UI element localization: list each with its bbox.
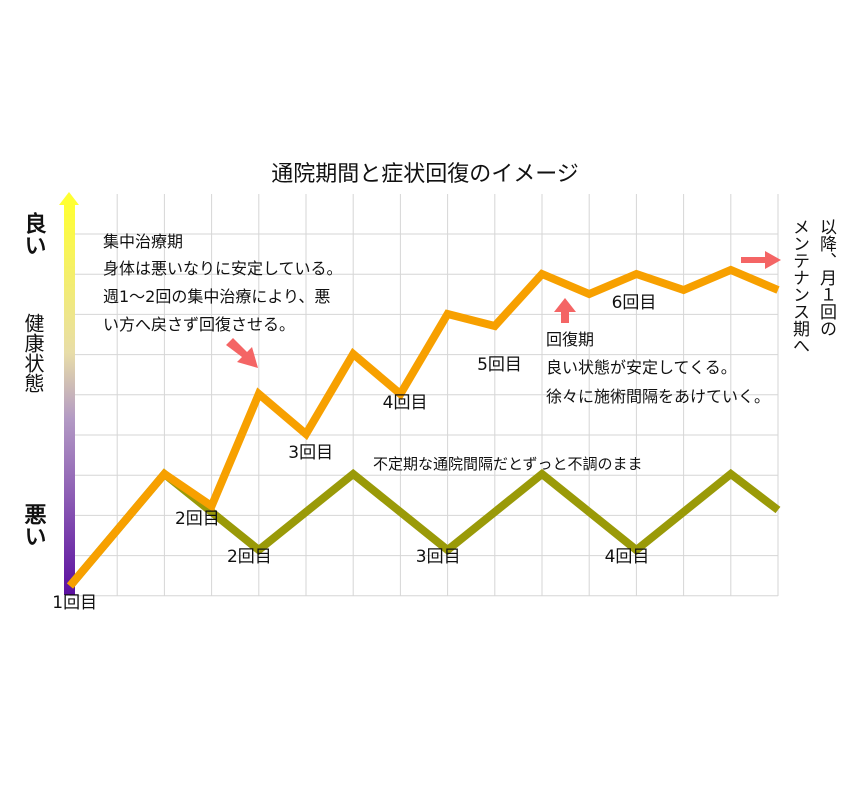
point-label: 1回目 [52, 593, 97, 613]
intensive-title: 集中治療期 [103, 232, 183, 251]
axis-label-good: 良い [21, 211, 46, 256]
chart-title: 通院期間と症状回復のイメージ [271, 162, 579, 187]
axis-label-health: 健康状態 [21, 313, 45, 393]
recovery-line-1: 良い状態が安定してくる。 [546, 358, 737, 377]
intensive-line-3: い方へ戻さず回復させる。 [103, 315, 295, 334]
point-label: 3回目 [416, 547, 461, 567]
health-axis [59, 192, 79, 595]
health-axis-arrowhead [59, 192, 79, 205]
maintenance-line-2: メンテナンス期へ [789, 218, 810, 354]
recovery-arrow-icon [554, 298, 576, 323]
point-label: 2回目 [227, 547, 272, 567]
recovery-annotation: 回復期 良い状態が安定してくる。 徐々に施術間隔をあけていく。 [546, 330, 770, 406]
point-labels: 1回目 2回目 3回目 4回目 5回目 6回目 2回目 3回目 4回目 [52, 293, 656, 613]
grid [69, 194, 779, 597]
point-label: 6回目 [612, 293, 657, 313]
intensive-line-1: 身体は悪いなりに安定している。 [103, 259, 343, 278]
recovery-title: 回復期 [546, 330, 594, 349]
series-layer [66, 265, 781, 589]
maintenance-line-1: 以降、月１回の [816, 218, 837, 337]
series-line-intensive [66, 265, 780, 589]
recovery-line-2: 徐々に施術間隔をあけていく。 [546, 387, 770, 406]
health-gradient-bar [64, 204, 75, 595]
point-label: 3回目 [288, 443, 333, 463]
point-label: 4回目 [383, 393, 428, 413]
axis-label-bad: 悪い [21, 503, 47, 547]
point-label: 2回目 [175, 509, 220, 529]
intensive-line-2: 週1～2回の集中治療により、悪 [103, 287, 330, 306]
maintenance-arrow-icon [741, 251, 781, 269]
irregular-note: 不定期な通院間隔だとずっと不調のまま [373, 455, 643, 473]
point-label: 5回目 [477, 355, 522, 375]
intensive-arrow-icon [226, 338, 258, 368]
series-line-irregular [66, 468, 781, 589]
intensive-annotation: 集中治療期 身体は悪いなりに安定している。 週1～2回の集中治療により、悪 い方… [103, 232, 343, 334]
point-label: 4回目 [605, 547, 650, 567]
